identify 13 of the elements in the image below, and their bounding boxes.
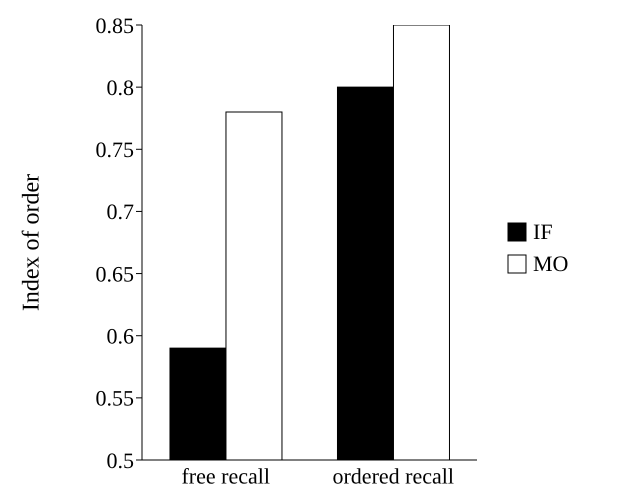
- y-tick-label: 0.5: [106, 448, 134, 473]
- y-tick-label: 0.75: [96, 137, 134, 162]
- y-tick-label: 0.8: [106, 74, 134, 100]
- y-axis-title: Index of order: [18, 174, 45, 312]
- legend-label: MO: [533, 251, 568, 277]
- legend-label: IF: [533, 219, 553, 245]
- y-tick-label: 0.6: [106, 324, 134, 349]
- x-tick-label: ordered recall: [332, 464, 454, 489]
- y-tick-label: 0.65: [96, 261, 134, 286]
- y-tick-label: 0.55: [96, 386, 134, 411]
- y-tick-label: 0.7: [106, 199, 134, 224]
- x-tick-label: free recall: [181, 464, 270, 489]
- y-tick-label: 0.85: [96, 12, 134, 38]
